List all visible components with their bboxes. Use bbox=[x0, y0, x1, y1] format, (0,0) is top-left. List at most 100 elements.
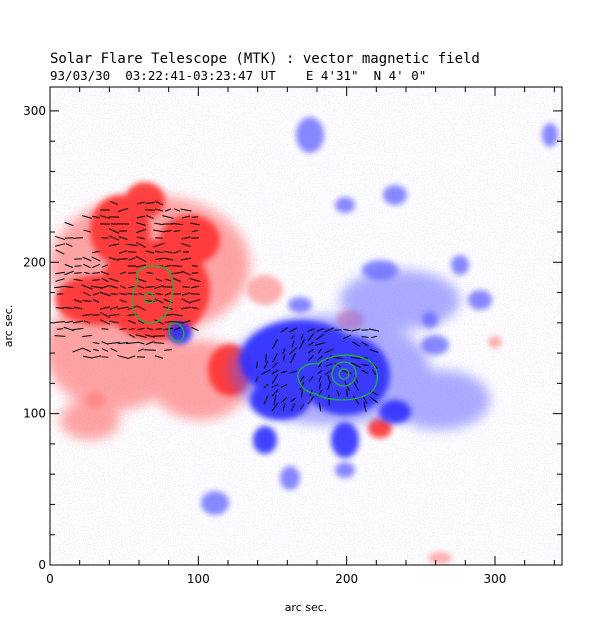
field-vector bbox=[154, 298, 164, 304]
field-vector bbox=[145, 214, 155, 220]
field-vector bbox=[108, 314, 120, 316]
field-vector bbox=[126, 341, 138, 345]
field-vector bbox=[83, 291, 91, 297]
field-vector bbox=[272, 353, 278, 363]
field-vector bbox=[92, 279, 100, 281]
x-axis-ticks bbox=[49, 87, 555, 565]
field-vector bbox=[371, 368, 377, 376]
field-vector bbox=[341, 369, 353, 375]
field-vector bbox=[308, 376, 314, 382]
y-tick-label: 100 bbox=[23, 407, 46, 421]
field-vector bbox=[317, 369, 323, 375]
field-vector bbox=[315, 327, 325, 333]
field-vector bbox=[92, 292, 100, 296]
field-vector bbox=[92, 250, 100, 254]
field-vector bbox=[318, 348, 322, 354]
field-vector bbox=[282, 403, 286, 411]
field-vector bbox=[189, 299, 201, 303]
field-vector bbox=[110, 347, 118, 353]
field-vector bbox=[164, 208, 172, 212]
field-vector bbox=[164, 349, 172, 351]
field-vector bbox=[171, 313, 183, 317]
field-vector bbox=[100, 271, 110, 275]
field-vector bbox=[163, 250, 173, 254]
field-vector bbox=[299, 339, 305, 349]
field-vector bbox=[180, 257, 192, 261]
field-vector bbox=[145, 250, 155, 254]
x-tick-label: 0 bbox=[46, 572, 54, 586]
field-vector bbox=[74, 299, 82, 303]
field-vector bbox=[191, 229, 199, 233]
field-vector bbox=[136, 222, 146, 226]
field-vector bbox=[164, 230, 172, 232]
field-vector bbox=[101, 237, 109, 239]
field-vector bbox=[63, 326, 75, 332]
field-vector bbox=[343, 328, 351, 332]
field-vector bbox=[261, 369, 271, 375]
x-axis-tick-labels: 0 100 200 300 bbox=[46, 572, 506, 586]
field-vector bbox=[91, 263, 101, 269]
negative-polarity-region bbox=[168, 117, 558, 515]
field-vector bbox=[135, 255, 147, 263]
field-vector bbox=[324, 348, 334, 354]
field-vector bbox=[55, 249, 65, 255]
field-vector bbox=[336, 390, 340, 396]
field-vector bbox=[299, 404, 305, 410]
field-vector bbox=[74, 265, 82, 267]
field-vector bbox=[315, 333, 325, 341]
field-vector bbox=[81, 334, 93, 338]
field-vector bbox=[117, 341, 129, 345]
field-vector bbox=[314, 341, 326, 347]
field-vector bbox=[154, 200, 164, 206]
field-vector bbox=[350, 356, 362, 360]
field-vector-layer bbox=[54, 200, 380, 413]
field-vector bbox=[90, 285, 102, 289]
field-vector bbox=[351, 328, 361, 332]
field-vector bbox=[173, 250, 181, 254]
field-vector bbox=[81, 284, 93, 290]
field-vector bbox=[181, 215, 191, 219]
field-vector bbox=[82, 313, 92, 317]
field-vector bbox=[118, 236, 128, 240]
field-vector bbox=[361, 341, 369, 347]
field-vector bbox=[99, 312, 111, 318]
field-vector bbox=[99, 284, 111, 290]
field-vector bbox=[291, 340, 295, 348]
field-contour-layer bbox=[131, 265, 378, 401]
field-vector bbox=[163, 327, 173, 331]
field-vector bbox=[317, 355, 323, 361]
field-vector bbox=[271, 339, 279, 349]
field-vector bbox=[271, 369, 279, 375]
y-axis-title: arc sec. bbox=[2, 305, 15, 348]
field-vector bbox=[128, 355, 136, 359]
y-tick-label: 200 bbox=[23, 255, 46, 269]
field-vector bbox=[334, 362, 342, 368]
field-vector bbox=[307, 332, 315, 342]
field-vector bbox=[280, 327, 288, 333]
field-vector bbox=[271, 374, 279, 384]
field-vector bbox=[101, 341, 109, 345]
field-vector bbox=[117, 306, 129, 310]
field-vector bbox=[271, 389, 279, 397]
field-vector bbox=[99, 306, 111, 310]
field-vector bbox=[191, 216, 199, 218]
field-vector bbox=[108, 257, 120, 261]
field-vector bbox=[290, 397, 296, 403]
field-vector bbox=[145, 340, 155, 346]
field-vector bbox=[171, 321, 183, 323]
field-vector bbox=[91, 256, 101, 262]
field-vector bbox=[190, 285, 200, 289]
field-vector bbox=[146, 272, 154, 274]
field-vector bbox=[361, 369, 369, 375]
field-vector bbox=[64, 286, 74, 288]
field-vector bbox=[154, 355, 164, 359]
field-vector bbox=[290, 334, 296, 340]
field-vector bbox=[146, 327, 154, 331]
field-vector bbox=[327, 375, 331, 383]
field-vector bbox=[90, 355, 102, 359]
field-vector bbox=[101, 348, 109, 352]
field-vector bbox=[82, 300, 92, 302]
field-vector bbox=[171, 271, 183, 275]
field-vector bbox=[153, 229, 165, 233]
field-vector bbox=[145, 202, 155, 204]
